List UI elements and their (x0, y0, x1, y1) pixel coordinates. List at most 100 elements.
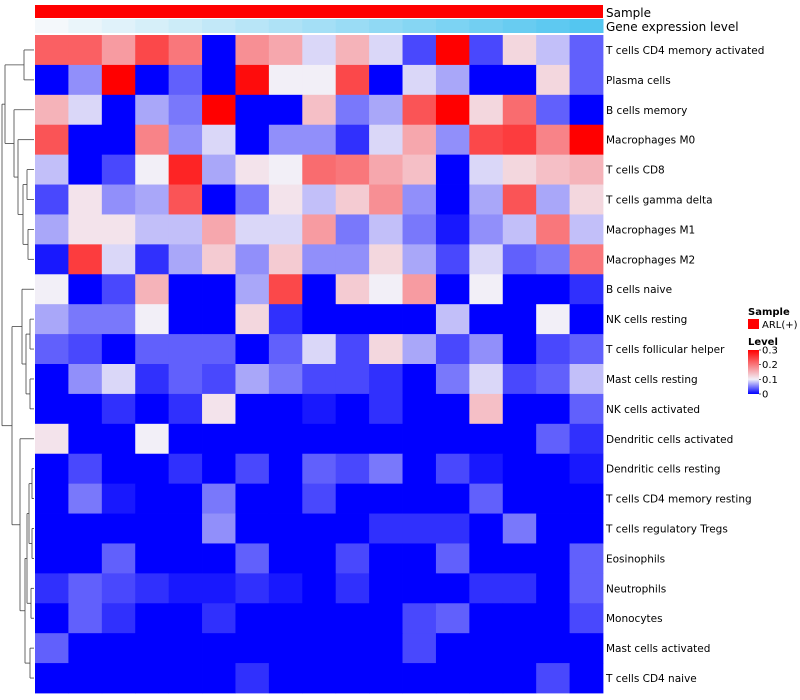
heatmap-cell (202, 184, 236, 215)
heatmap-cell (502, 124, 537, 156)
heatmap-cell (135, 154, 170, 185)
heatmap-cell (502, 633, 537, 664)
heatmap-cell (435, 184, 470, 215)
heatmap-cell (202, 663, 236, 694)
heatmap-cell (235, 35, 270, 66)
legend-sample-title: Sample (748, 307, 790, 318)
heatmap-cell (502, 214, 537, 245)
heatmap-cell (135, 184, 170, 215)
expression-annotation-cell (235, 19, 270, 33)
heatmap-cell (35, 184, 69, 215)
heatmap-cell (302, 633, 337, 664)
row-label: T cells CD8 (605, 165, 665, 177)
heatmap-cell (536, 154, 570, 185)
heatmap-cell (35, 663, 69, 694)
heatmap-cell (101, 124, 136, 156)
heatmap-cell (168, 124, 203, 156)
heatmap-cell (302, 334, 337, 365)
heatmap-cell (335, 274, 370, 305)
heatmap-cell (502, 334, 537, 365)
heatmap-cell (569, 35, 604, 66)
expression-annotation-cell (202, 19, 236, 33)
heatmap-cell (402, 334, 437, 365)
heatmap-cell (235, 543, 270, 574)
heatmap-cell (302, 35, 337, 66)
row-label: Dendritic cells activated (606, 434, 733, 446)
heatmap-cell (302, 364, 337, 395)
heatmap-cell (268, 124, 303, 156)
heatmap-cell (569, 513, 604, 544)
heatmap-cell (369, 184, 403, 215)
heatmap-cell (335, 633, 370, 664)
heatmap-cell (268, 543, 303, 574)
expression-annotation-cell (101, 19, 136, 33)
heatmap-cell (369, 244, 403, 275)
heatmap-cell (569, 483, 604, 514)
heatmap-cell (168, 334, 203, 365)
heatmap-cell (569, 543, 604, 574)
heatmap-cell (369, 94, 403, 126)
heatmap-cell (268, 573, 303, 604)
heatmap-cell (335, 483, 370, 514)
heatmap-cell (402, 35, 437, 66)
heatmap-cell (68, 124, 103, 156)
heatmap-cell (335, 304, 370, 335)
heatmap-cell (168, 573, 203, 604)
heatmap-cell (268, 304, 303, 335)
heatmap-cell (369, 304, 403, 335)
heatmap-cell (502, 154, 537, 185)
heatmap-cell (435, 633, 470, 664)
heatmap-cell (369, 513, 403, 544)
heatmap-cell (202, 633, 236, 664)
heatmap-cell (536, 423, 570, 455)
heatmap-cell (435, 244, 470, 275)
row-label: Neutrophils (606, 583, 666, 595)
heatmap-cell (402, 274, 437, 305)
heatmap-cell (569, 393, 604, 425)
heatmap-cell (302, 573, 337, 604)
heatmap-cell (135, 453, 170, 485)
heatmap-cell (302, 304, 337, 335)
heatmap-cell (168, 274, 203, 305)
heatmap-cell (435, 393, 470, 425)
heatmap-cell (536, 603, 570, 634)
heatmap-cells (35, 35, 604, 694)
heatmap-cell (135, 543, 170, 574)
heatmap-cell (235, 663, 270, 694)
heatmap-cell (369, 64, 403, 96)
heatmap-cell (502, 94, 537, 126)
heatmap-cell (235, 154, 270, 185)
heatmap-cell (569, 94, 604, 126)
heatmap-cell (135, 94, 170, 126)
heatmap-cell (101, 573, 136, 604)
heatmap-cell (435, 423, 470, 455)
heatmap-cell (569, 364, 604, 395)
heatmap-cell (302, 94, 337, 126)
heatmap-cell (335, 543, 370, 574)
heatmap-cell (202, 154, 236, 185)
heatmap-cell (101, 35, 136, 66)
heatmap-cell (302, 184, 337, 215)
expression-annotation-cell (435, 19, 470, 33)
row-labels: T cells CD4 memory activated Plasma cells… (605, 45, 764, 685)
heatmap-cell (202, 124, 236, 156)
heatmap-cell (135, 214, 170, 245)
heatmap-cell (135, 663, 170, 694)
heatmap-cell (402, 453, 437, 485)
heatmap-cell (35, 483, 69, 514)
heatmap-cell (302, 124, 337, 156)
heatmap-cell (202, 274, 236, 305)
heatmap-cell (536, 663, 570, 694)
heatmap-cell (469, 483, 504, 514)
heatmap-cell (335, 35, 370, 66)
heatmap-cell (268, 94, 303, 126)
heatmap-cell (135, 483, 170, 514)
heatmap-cell (536, 513, 570, 544)
expression-annotation-cell (135, 19, 170, 33)
heatmap-cell (235, 274, 270, 305)
heatmap-cell (435, 453, 470, 485)
heatmap-cell (101, 423, 136, 455)
heatmap-cell (536, 35, 570, 66)
heatmap-cell (268, 483, 303, 514)
heatmap-cell (168, 184, 203, 215)
